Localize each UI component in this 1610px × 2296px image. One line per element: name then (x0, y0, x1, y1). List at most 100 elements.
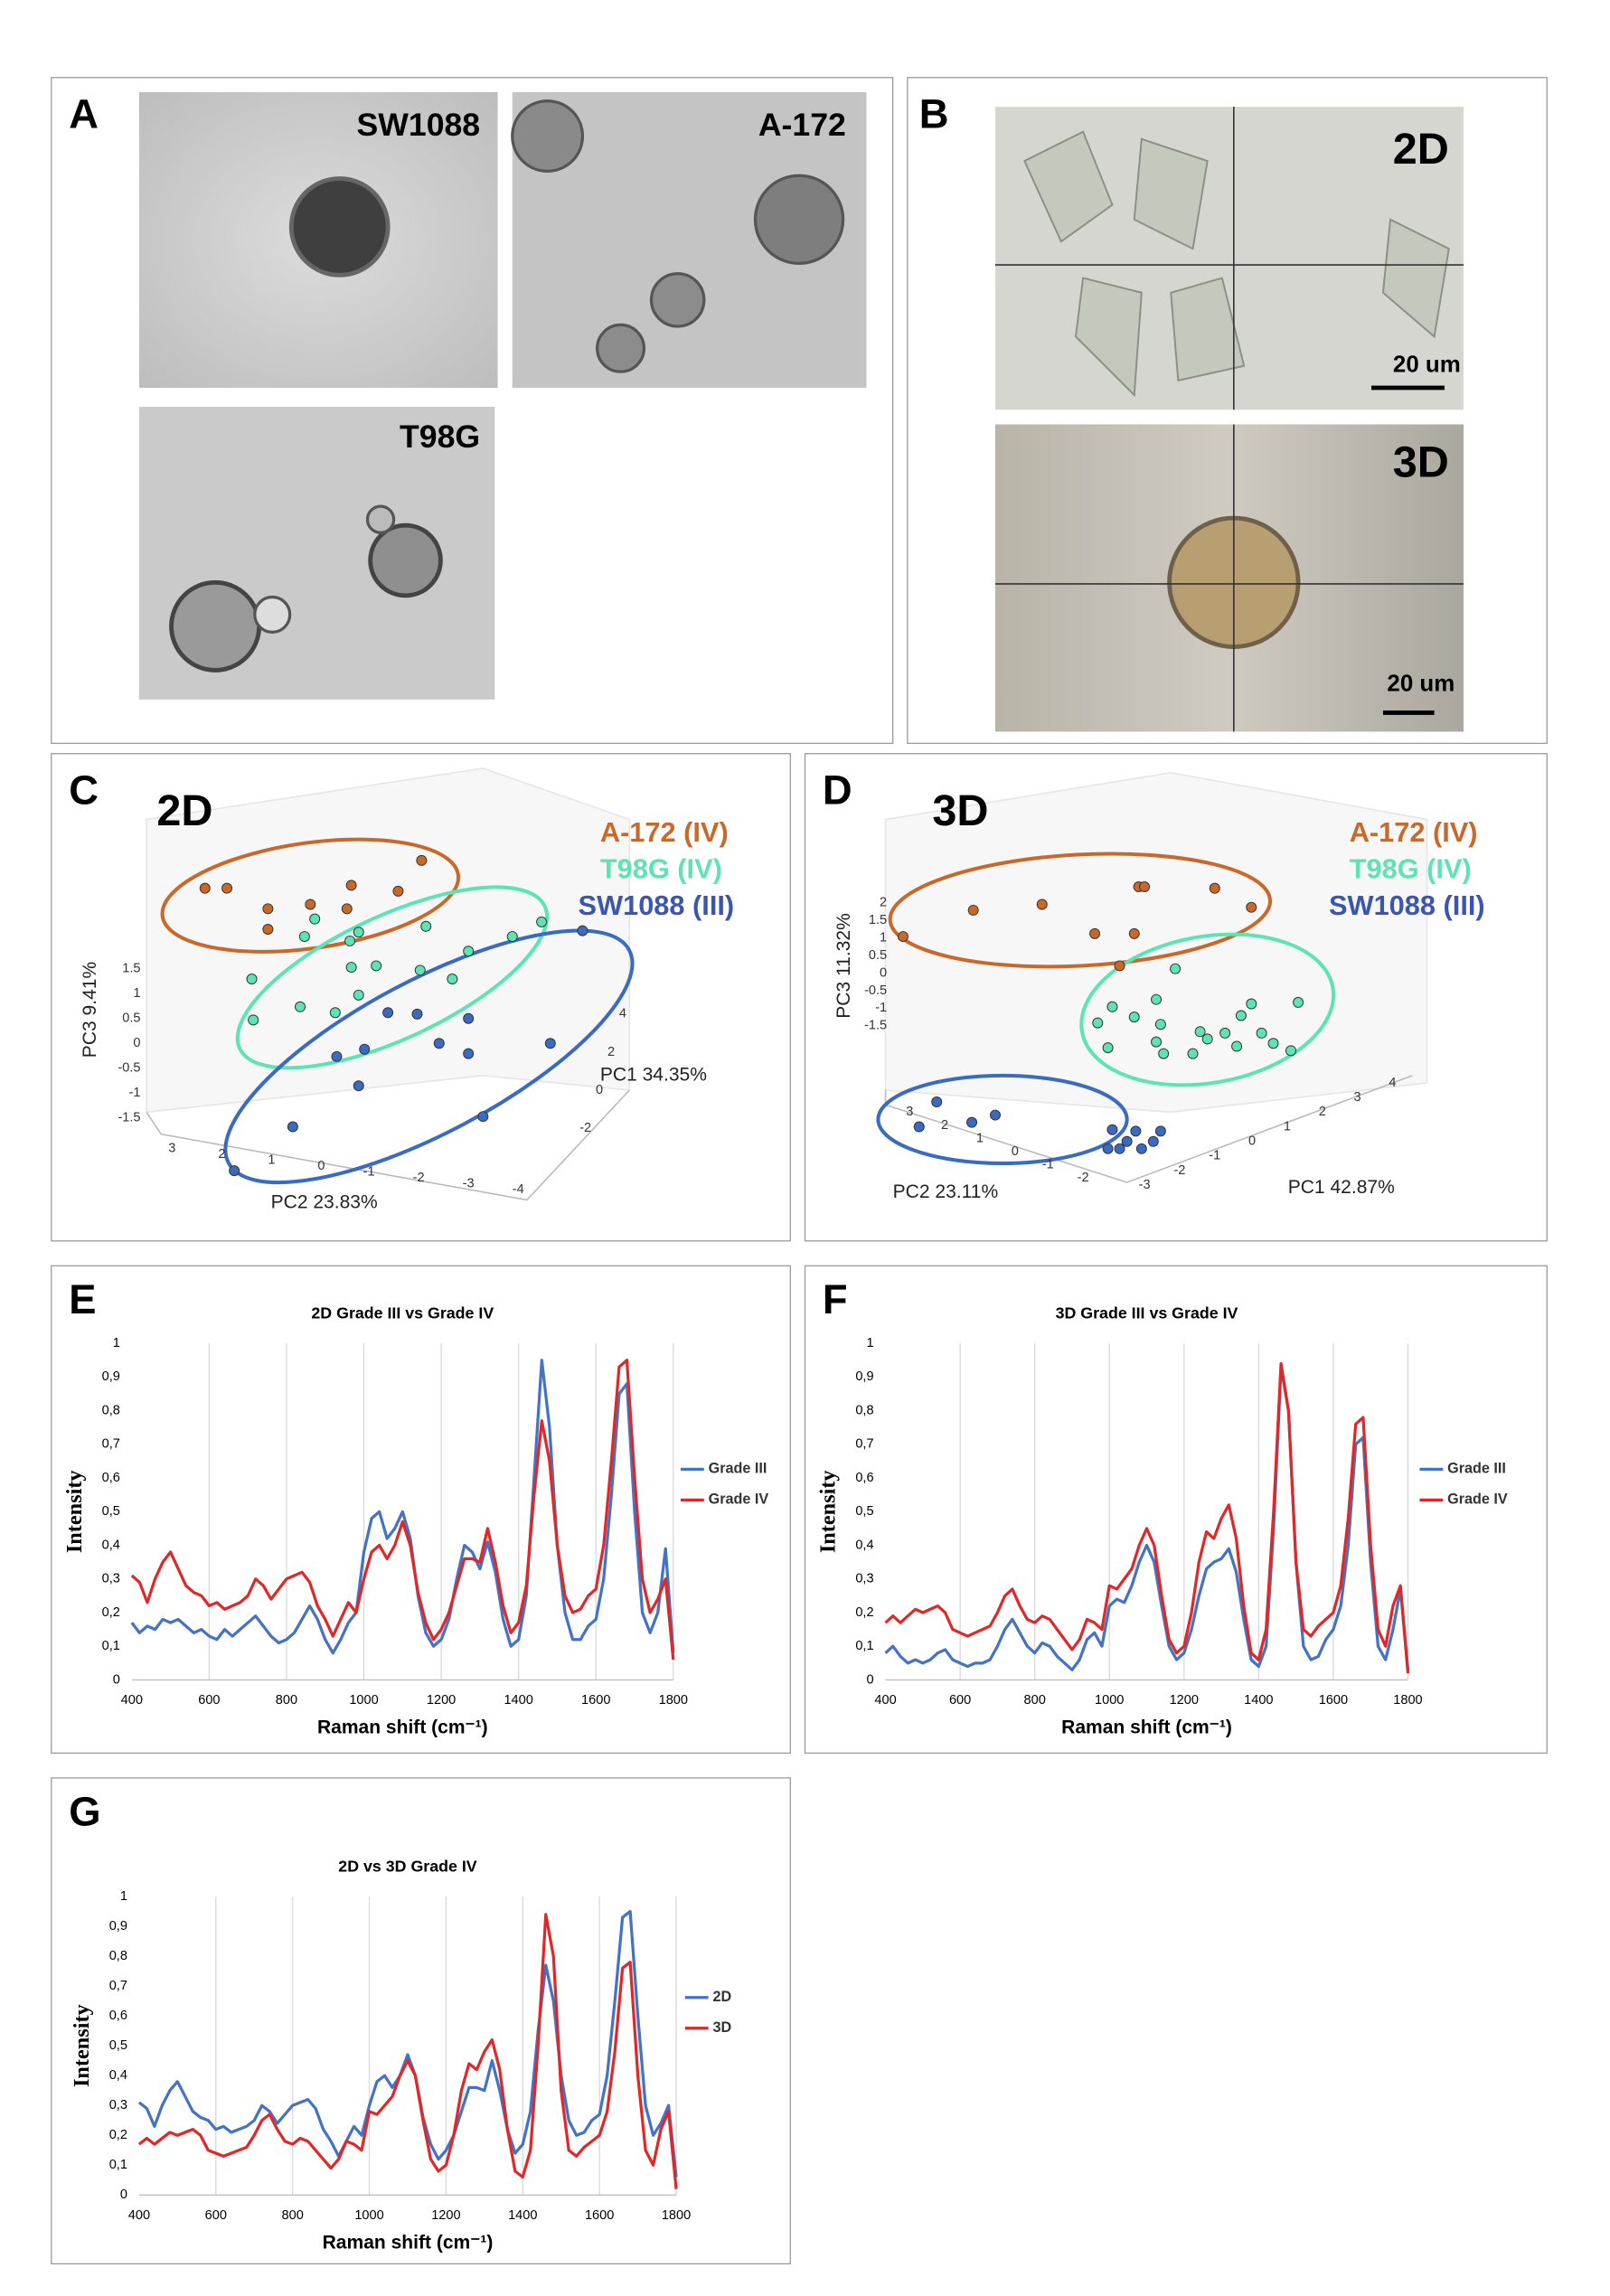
chart-title: 2D vs 3D Grade IV (338, 1857, 476, 1875)
y-tick-label: 1 (113, 1336, 120, 1350)
y-tick-label: 0,9 (109, 1919, 127, 1934)
y-tick-label: 0 (866, 1672, 873, 1687)
pca-tick-label: -3 (463, 1177, 475, 1191)
x-tick-label: 1000 (349, 1693, 378, 1708)
y-tick-label: 0,7 (102, 1437, 120, 1452)
scatter-point (1102, 1143, 1114, 1154)
scatter-point (1151, 1036, 1163, 1048)
y-tick-label: 0,8 (855, 1403, 873, 1417)
cells (1023, 130, 1450, 398)
panel-letter: D (823, 767, 852, 813)
x-tick-label: 1000 (354, 2208, 383, 2223)
scatter-point (1128, 1012, 1140, 1023)
pca-tick-label: 2 (880, 896, 887, 910)
axes-3d (884, 1075, 1413, 1183)
pca-tick-label: -3 (1139, 1178, 1151, 1192)
pca-tick-label: 0 (133, 1036, 140, 1050)
scatter-point (544, 1038, 556, 1049)
y-tick-label: 0,9 (855, 1369, 873, 1384)
pca-tick-label: 3 (1354, 1090, 1361, 1105)
y-tick-label: 0,3 (102, 1572, 120, 1586)
axis-label: PC2 23.83% (271, 1191, 378, 1212)
y-tick-label: 0,5 (109, 2038, 127, 2053)
panel-letter: C (69, 767, 99, 813)
pca-tick-label: -0.5 (118, 1061, 140, 1076)
panel-letter: B (919, 90, 949, 136)
scatter-point (353, 1080, 364, 1092)
scatter-point (262, 903, 274, 915)
pca-tick-label: 1 (976, 1131, 984, 1145)
scatter-point (345, 880, 357, 891)
axis-label: PC2 23.11% (893, 1181, 999, 1202)
ellipse (223, 928, 635, 1185)
scatter-point (463, 1012, 475, 1024)
x-tick-label: 600 (205, 2208, 227, 2223)
scatter-point (1147, 1135, 1159, 1147)
scale-label: 20 um (1387, 671, 1455, 696)
scatter-point (477, 1111, 489, 1123)
pca-tick-label: 1 (1284, 1119, 1291, 1134)
scatter-point (1201, 1033, 1213, 1045)
scatter-point (447, 974, 458, 985)
scatter-point (913, 1121, 925, 1133)
spheroid (596, 323, 646, 373)
scatter-point (1246, 998, 1257, 1010)
scatter-point (1293, 996, 1304, 1008)
scatter-point (331, 1050, 343, 1062)
scatter-point (463, 1048, 475, 1059)
series-line (130, 1359, 675, 1661)
x-tick-label: 1400 (1244, 1693, 1273, 1708)
series-line (884, 1365, 1410, 1671)
x-axis-label: Raman shift (cm⁻¹) (1061, 1717, 1232, 1737)
axes-3d (146, 767, 631, 1114)
scatter-point (463, 946, 475, 957)
legend-label: A-172 (IV) (600, 816, 729, 848)
y-tick-label: 0,7 (109, 1979, 127, 1993)
legend-label: 2D (713, 1989, 732, 2005)
axis-label: PC3 9.41% (80, 962, 100, 1058)
scatter-point (199, 882, 211, 894)
pca-tick-label: -2 (1173, 1163, 1185, 1178)
pca-tick-label: -1 (129, 1086, 141, 1100)
y-axis-label: Intensity (816, 1470, 841, 1553)
y-tick-label: 0,5 (855, 1504, 873, 1519)
pca-tick-label: 1 (268, 1153, 275, 1168)
x-tick-label: 1600 (585, 2208, 614, 2223)
x-tick-label: 1600 (581, 1693, 610, 1708)
y-tick-label: 0,6 (109, 2009, 127, 2023)
scatter-point (1158, 1048, 1170, 1059)
legend-label: SW1088 (III) (579, 889, 735, 921)
legend-label: Grade III (709, 1461, 767, 1477)
pca-tick-label: -1.5 (118, 1111, 140, 1125)
y-tick-label: 0,2 (102, 1605, 120, 1620)
pca-tick-label: 2 (1319, 1105, 1326, 1119)
chart-title: 2D Grade III vs Grade IV (311, 1303, 494, 1322)
scatter-point (229, 1165, 240, 1177)
y-tick-label: 0,3 (109, 2098, 127, 2113)
scatter-point (329, 1007, 341, 1019)
ellipse (235, 885, 550, 1070)
scatter-point (262, 923, 274, 935)
x-tick-label: 1400 (504, 1693, 532, 1708)
pca-tick-label: -1.5 (864, 1019, 887, 1033)
photo-label: SW1088 (357, 107, 481, 143)
x-tick-label: 400 (128, 2208, 150, 2223)
y-tick-label: 0,6 (855, 1471, 873, 1485)
scatter-point (298, 931, 310, 943)
pca-tick-label: 0 (880, 965, 887, 980)
scatter-point (287, 1121, 298, 1133)
photo-label: 3D (1393, 438, 1449, 487)
scatter-point (1089, 927, 1101, 939)
y-tick-label: 0,4 (109, 2068, 127, 2083)
scatter-point (1231, 1040, 1243, 1052)
scatter-point (1256, 1027, 1267, 1039)
legend-label: A-172 (IV) (1350, 816, 1478, 848)
panel-letter: F (823, 1276, 848, 1322)
scatter-point (1267, 1038, 1279, 1049)
scatter-point (382, 1007, 394, 1019)
scatter-point (1285, 1045, 1296, 1057)
x-tick-label: 400 (121, 1693, 143, 1708)
legend-label: 3D (713, 2019, 732, 2036)
plot-title: 3D (932, 786, 988, 835)
pca-tick-label: 0 (1248, 1134, 1256, 1149)
